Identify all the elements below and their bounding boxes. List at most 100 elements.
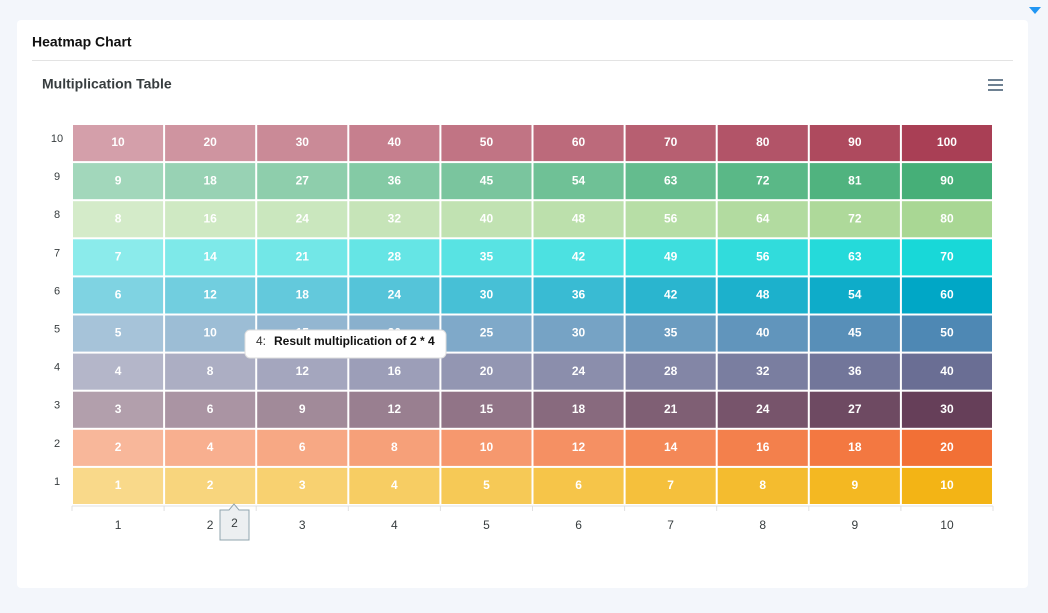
heatmap-cell bbox=[717, 125, 808, 162]
data-label: 63 bbox=[664, 173, 678, 187]
data-label: 14 bbox=[203, 250, 217, 264]
data-label: 56 bbox=[756, 250, 770, 264]
data-label: 27 bbox=[848, 402, 862, 416]
data-label: 18 bbox=[572, 402, 586, 416]
tooltip-text: Result multiplication of 2 * 4 bbox=[274, 334, 435, 348]
heatmap-cell bbox=[73, 315, 164, 352]
heatmap-cell bbox=[901, 125, 992, 162]
heatmap-cell bbox=[257, 125, 348, 162]
heatmap-cell bbox=[349, 467, 440, 504]
heatmap-cell bbox=[809, 315, 900, 352]
data-label: 32 bbox=[388, 211, 402, 225]
data-label: 16 bbox=[388, 364, 402, 378]
data-label: 12 bbox=[203, 288, 217, 302]
heatmap-cell bbox=[257, 277, 348, 314]
data-label: 70 bbox=[664, 135, 678, 149]
heatmap-cell bbox=[809, 467, 900, 504]
data-label: 64 bbox=[756, 211, 770, 225]
data-label: 50 bbox=[480, 135, 494, 149]
heatmap-cell bbox=[533, 125, 624, 162]
heatmap-cell bbox=[165, 125, 256, 162]
heatmap-cell bbox=[717, 467, 808, 504]
heatmap-cell bbox=[533, 277, 624, 314]
data-label: 30 bbox=[940, 402, 954, 416]
heatmap-cell bbox=[349, 429, 440, 466]
data-label: 36 bbox=[572, 288, 586, 302]
data-label: 8 bbox=[391, 440, 398, 454]
data-label: 12 bbox=[572, 440, 586, 454]
heatmap-cell bbox=[901, 277, 992, 314]
heatmap-cell bbox=[349, 391, 440, 428]
heatmap-cell bbox=[809, 353, 900, 390]
scroll-indicator[interactable] bbox=[1029, 7, 1041, 14]
data-label: 10 bbox=[203, 326, 217, 340]
data-label: 54 bbox=[572, 173, 586, 187]
heatmap-cell bbox=[73, 391, 164, 428]
heatmap-cell bbox=[257, 163, 348, 200]
tooltip-label: 4: bbox=[256, 334, 266, 348]
heatmap-cell bbox=[809, 201, 900, 238]
data-label: 32 bbox=[756, 364, 770, 378]
chart-title: Multiplication Table bbox=[42, 76, 172, 92]
heatmap-cell bbox=[533, 467, 624, 504]
data-label: 7 bbox=[115, 250, 122, 264]
heatmap-cell bbox=[625, 391, 716, 428]
heatmap-cell bbox=[349, 239, 440, 276]
data-label: 12 bbox=[388, 402, 402, 416]
data-label: 56 bbox=[664, 211, 678, 225]
heatmap-cell bbox=[73, 429, 164, 466]
heatmap-cell bbox=[349, 201, 440, 238]
data-label: 4 bbox=[207, 440, 214, 454]
heatmap-cell bbox=[625, 353, 716, 390]
heatmap-cell bbox=[625, 467, 716, 504]
heatmap-cell bbox=[717, 391, 808, 428]
menu-icon[interactable] bbox=[988, 79, 1003, 91]
data-label: 40 bbox=[756, 326, 770, 340]
data-label: 10 bbox=[480, 440, 494, 454]
heatmap-cell bbox=[625, 429, 716, 466]
data-label: 45 bbox=[848, 326, 862, 340]
heatmap-cell bbox=[533, 201, 624, 238]
heatmap-cell bbox=[533, 353, 624, 390]
data-label: 81 bbox=[848, 173, 862, 187]
data-label: 80 bbox=[756, 135, 770, 149]
data-label: 8 bbox=[207, 364, 214, 378]
x-tick-label: 6 bbox=[575, 518, 582, 532]
y-tick-label: 3 bbox=[54, 400, 60, 412]
data-label: 18 bbox=[296, 288, 310, 302]
data-label: 21 bbox=[664, 402, 678, 416]
data-label: 20 bbox=[203, 135, 217, 149]
data-label: 40 bbox=[480, 211, 494, 225]
heatmap-cell bbox=[533, 315, 624, 352]
heatmap-cell bbox=[165, 429, 256, 466]
heatmap-cell bbox=[717, 239, 808, 276]
heatmap-cell bbox=[625, 277, 716, 314]
heatmap-cell bbox=[901, 163, 992, 200]
heatmap-cell bbox=[625, 125, 716, 162]
data-label: 12 bbox=[296, 364, 310, 378]
data-label: 45 bbox=[480, 173, 494, 187]
y-tick-label: 8 bbox=[54, 209, 60, 221]
data-label: 30 bbox=[572, 326, 586, 340]
data-label: 35 bbox=[480, 250, 494, 264]
data-label: 5 bbox=[115, 326, 122, 340]
heatmap-cell bbox=[349, 163, 440, 200]
y-tick-label: 2 bbox=[54, 438, 60, 450]
heatmap-cell bbox=[165, 467, 256, 504]
tooltip-box bbox=[244, 329, 447, 359]
heatmap-cell bbox=[165, 353, 256, 390]
data-label: 60 bbox=[572, 135, 586, 149]
data-label: 60 bbox=[940, 288, 954, 302]
data-label: 2 bbox=[207, 478, 214, 492]
heatmap-cell bbox=[625, 315, 716, 352]
heatmap-cell bbox=[901, 391, 992, 428]
data-label: 100 bbox=[937, 135, 957, 149]
heatmap-cell bbox=[165, 163, 256, 200]
heatmap-cell bbox=[257, 429, 348, 466]
y-tick-label: 7 bbox=[54, 247, 60, 259]
data-label: 24 bbox=[296, 211, 310, 225]
heatmap-cell bbox=[165, 315, 256, 352]
data-label: 72 bbox=[848, 211, 862, 225]
data-label: 42 bbox=[572, 250, 586, 264]
